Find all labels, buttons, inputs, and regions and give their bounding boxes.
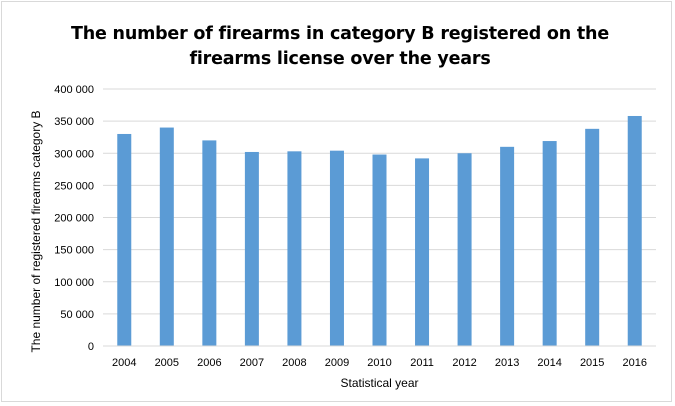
x-tick-labels: 2004 2005 2006 2007 2008 2009 2010 2011 2012 2013… (112, 357, 647, 369)
y-tick-label: 400 000 (54, 84, 94, 96)
bar-2014 (542, 141, 557, 346)
y-tick-label: 100 000 (54, 277, 94, 289)
y-tick-labels: 0 50 000 100 000 150 000 200 000 250 000 300 0… (54, 84, 94, 353)
x-tick-label: 2013 (495, 357, 519, 369)
x-tick-label: 2009 (325, 357, 349, 369)
y-tick-label: 200 000 (54, 213, 94, 225)
bar-2008 (287, 151, 302, 346)
x-tick-label: 2015 (580, 357, 604, 369)
x-tick-label: 2006 (197, 357, 221, 369)
chart-title: The number of firearms in category B reg… (71, 24, 609, 69)
x-tick-label: 2011 (410, 357, 434, 369)
y-tick-label: 150 000 (54, 245, 94, 257)
bar-2015 (585, 128, 600, 346)
bars (117, 115, 642, 346)
x-tick-label: 2007 (240, 357, 264, 369)
x-tick-label: 2005 (155, 357, 179, 369)
bar-2009 (329, 150, 344, 346)
bar-2011 (415, 158, 430, 346)
x-tick-label: 2008 (282, 357, 306, 369)
bar-2005 (159, 127, 174, 346)
x-tick-label: 2004 (112, 357, 136, 369)
y-tick-label: 50 000 (60, 309, 94, 321)
bar-2004 (117, 133, 132, 346)
x-axis-label: Statistical year (340, 376, 418, 390)
y-tick-label: 300 000 (54, 148, 94, 160)
bar-2016 (627, 115, 642, 346)
x-tick-label: 2010 (367, 357, 391, 369)
bar-2007 (244, 151, 259, 346)
y-axis-label: The number of registered firearms catego… (29, 110, 43, 352)
x-tick-label: 2014 (537, 357, 561, 369)
y-tick-label: 250 000 (54, 180, 94, 192)
y-tick-label: 350 000 (54, 116, 94, 128)
y-tick-label: 0 (88, 341, 94, 353)
bar-2013 (500, 146, 515, 346)
x-tick-label: 2012 (452, 357, 476, 369)
bar-2012 (457, 153, 472, 346)
bar-2010 (372, 154, 387, 346)
bar-2006 (202, 140, 217, 346)
x-tick-label: 2016 (622, 357, 646, 369)
